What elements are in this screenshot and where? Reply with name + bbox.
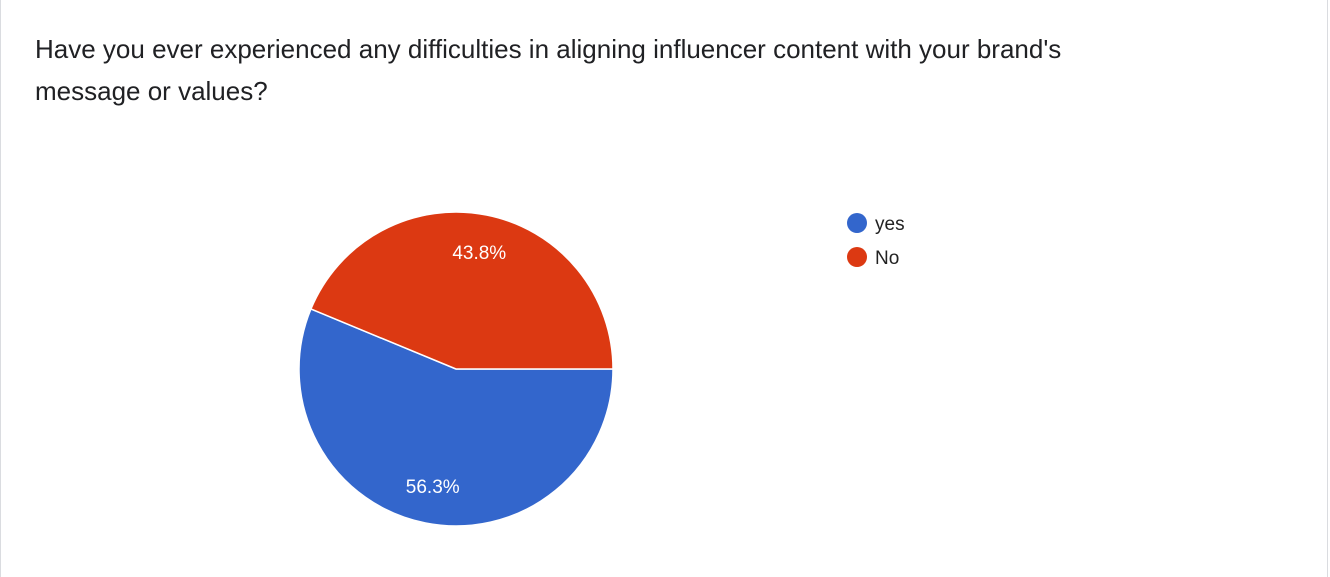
chart-legend: yes No: [847, 213, 905, 269]
pie-labels: 56.3% 43.8%: [406, 243, 506, 498]
legend-label-no: No: [875, 248, 899, 269]
pie-slice-label-yes: 56.3%: [406, 477, 460, 498]
legend-label-yes: yes: [875, 214, 905, 235]
pie-slice-label-no: 43.8%: [452, 243, 506, 264]
question-title: Have you ever experienced any difficulti…: [35, 34, 1062, 106]
pie-slices: [298, 211, 614, 527]
legend-swatch-yes: [847, 213, 867, 233]
pie-slice-no[interactable]: [309, 211, 614, 370]
legend-swatch-no: [847, 247, 867, 267]
legend-item-yes[interactable]: yes: [847, 213, 905, 235]
legend-item-no[interactable]: No: [847, 247, 899, 269]
pie-slice-yes[interactable]: [298, 307, 614, 527]
